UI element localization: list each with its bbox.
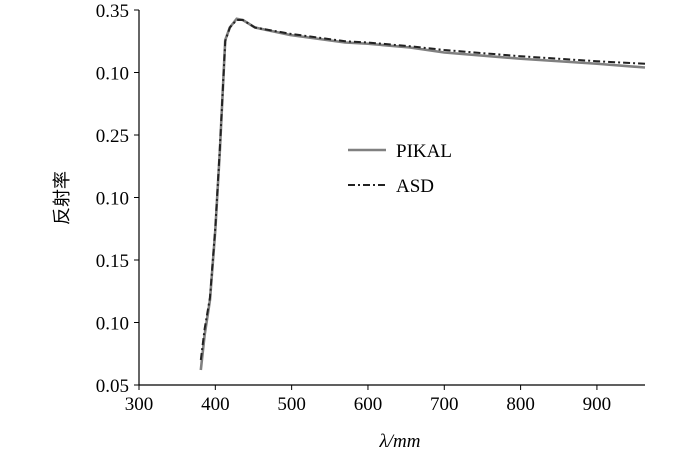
x-tick-label: 800	[506, 394, 535, 415]
line-series	[199, 17, 646, 371]
x-tick-label: 300	[125, 394, 154, 415]
x-tick-label: 900	[583, 394, 612, 415]
y-tick-label: 0.05	[96, 376, 129, 397]
line-series	[199, 19, 646, 361]
y-tick-label: 0.35	[96, 1, 129, 22]
y-axis-label: 反射率	[52, 171, 73, 225]
x-tick-label: 400	[201, 394, 230, 415]
x-tick-label: 600	[354, 394, 383, 415]
legend-label: PIKAL	[396, 141, 452, 162]
y-tick-label: 0.10	[96, 189, 129, 210]
y-tick-label: 0.15	[96, 251, 129, 272]
x-tick-label: 500	[277, 394, 306, 415]
x-tick-label: 700	[430, 394, 459, 415]
y-tick-label: 0.10	[96, 314, 129, 335]
x-axis-label: λ/mm	[379, 431, 421, 452]
y-tick-label: 0.10	[96, 64, 129, 85]
legend-label: ASD	[396, 176, 434, 197]
y-tick-label: 0.25	[96, 126, 129, 147]
